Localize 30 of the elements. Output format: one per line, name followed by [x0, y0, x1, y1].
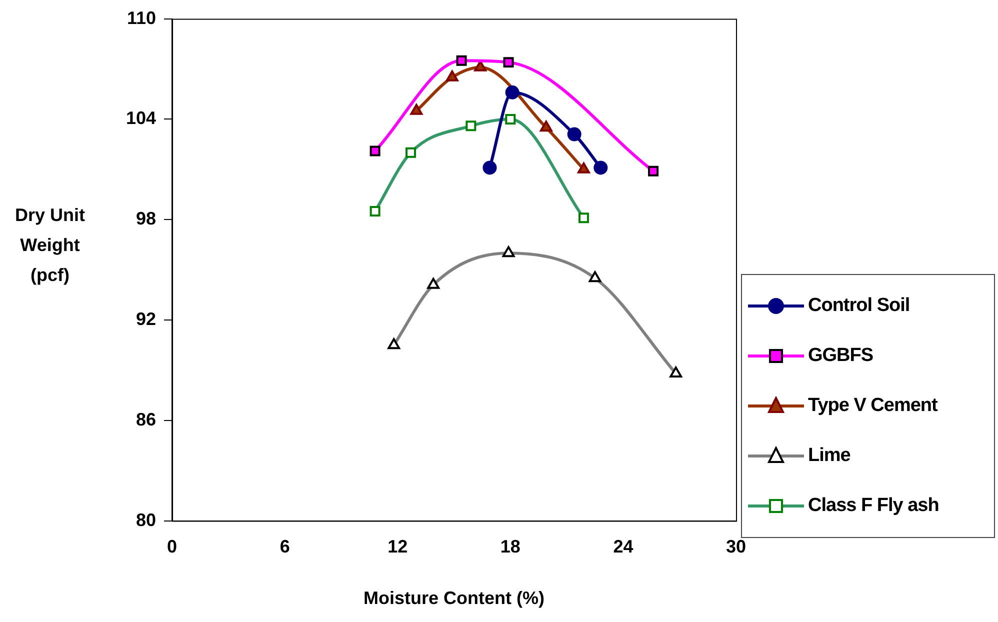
x-tick-label: 18 [500, 536, 520, 557]
point [482, 160, 497, 175]
point [410, 104, 423, 115]
x-axis-title: Moisture Content (%) [364, 588, 545, 608]
y-tick-label: 80 [136, 510, 156, 530]
legend-label: GGBFS [808, 345, 874, 367]
legend-label: Class F Fly ash [808, 495, 939, 517]
legend-label: Control Soil [808, 295, 910, 317]
y-tick-label: 86 [136, 409, 156, 430]
y-tick-label: 104 [126, 108, 156, 128]
y-axis-title: Dry Unit Weight (pcf) [14, 204, 86, 287]
legend-label: Type V Cement [808, 395, 938, 417]
point [648, 166, 659, 176]
point [370, 146, 380, 156]
point [505, 85, 520, 100]
x-tick-label: 30 [726, 536, 746, 557]
legend-label: Lime [808, 445, 850, 467]
x-tick-label: 12 [388, 536, 408, 557]
x-tick-label: 24 [613, 536, 634, 557]
y-tick-label: 110 [126, 8, 156, 28]
point [503, 57, 514, 68]
y-tick-label: 98 [136, 208, 156, 229]
point [456, 55, 467, 66]
x-tick-label: 0 [167, 536, 178, 557]
y-tick-label: 92 [136, 308, 156, 329]
point [567, 127, 582, 142]
point [540, 120, 552, 132]
point [594, 160, 608, 175]
point [578, 162, 590, 174]
x-tick-label: 6 [280, 536, 290, 557]
